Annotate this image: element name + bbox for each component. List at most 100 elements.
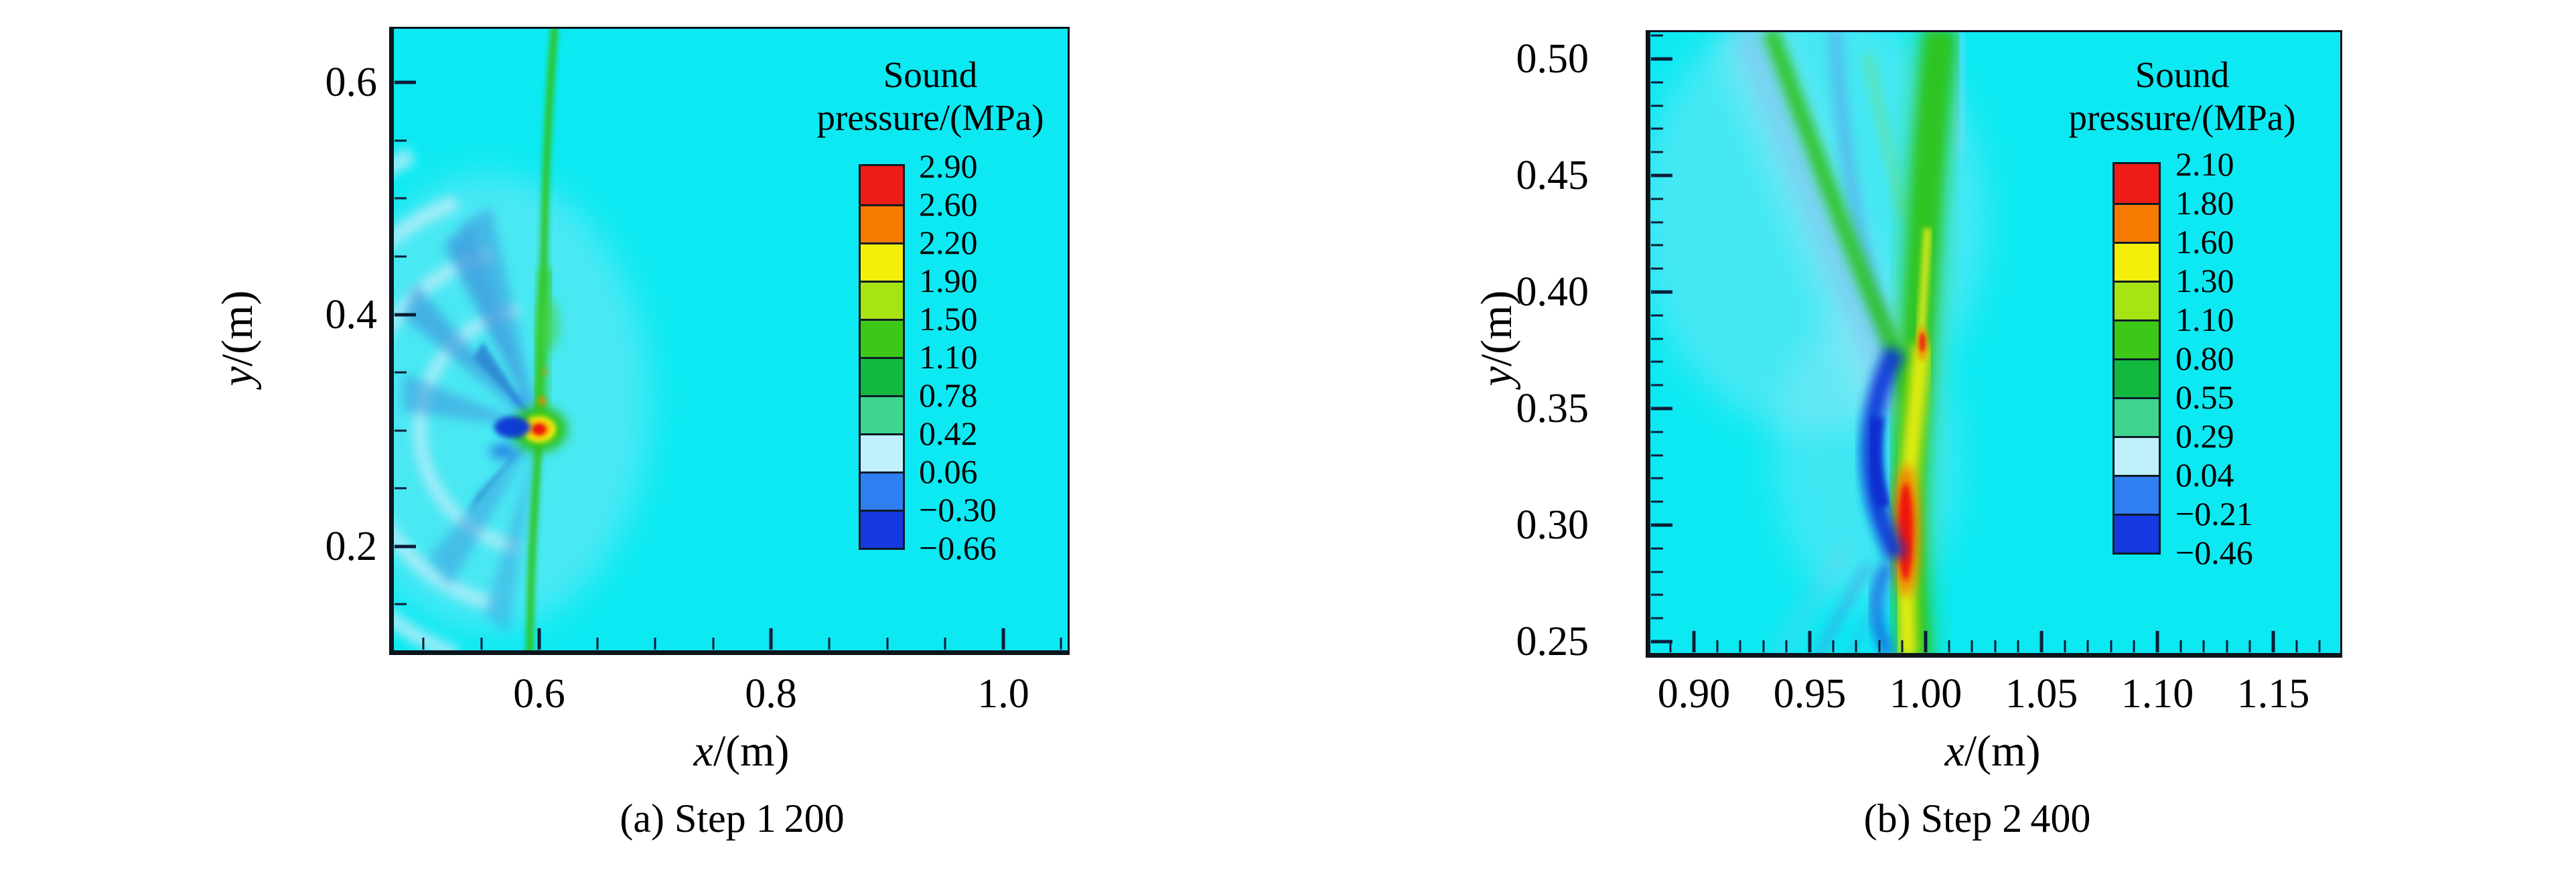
colorbar-tick-label: 1.50 — [919, 300, 978, 338]
y-tick-label: 0.30 — [1516, 502, 1589, 548]
colorbar-tick-label: 1.10 — [2175, 301, 2234, 338]
rarefaction-rays-core — [468, 342, 539, 514]
x-axis-label-b: x/(m) — [1859, 725, 2127, 778]
colorbar-tick-label: 0.55 — [2175, 378, 2234, 416]
colorbar-segment — [2115, 281, 2159, 319]
focal-spot — [1893, 465, 1919, 596]
x-tick-label: 1.05 — [2005, 671, 2078, 717]
colorbar-segment — [2115, 436, 2159, 475]
axis-left — [1646, 30, 1650, 658]
pressure-field-b — [1646, 30, 2342, 658]
y-tick-label: 0.40 — [1516, 269, 1589, 315]
colorbar-tick-label: 2.60 — [919, 186, 978, 223]
colorbar-segment — [2115, 164, 2159, 203]
colorbar-tick-label: 1.30 — [2175, 262, 2234, 299]
y-tick-label: 0.2 — [325, 524, 378, 569]
colorbar-segment — [2115, 319, 2159, 358]
colorbar-segment — [861, 166, 903, 204]
negative-pressure-lobe — [490, 393, 530, 459]
y-axis-letter-a: y — [213, 366, 262, 386]
y-tick-label: 0.25 — [1516, 619, 1589, 664]
x-axis-letter-b: x — [1944, 727, 1964, 776]
colorbar-tick-label: 1.90 — [919, 262, 978, 299]
faint-green-streak — [1864, 53, 1908, 218]
axis-right — [1068, 27, 1070, 655]
legend-title-line2-b: pressure/(MPa) — [2068, 97, 2296, 138]
colorbar-segment — [861, 395, 903, 433]
x-tick-label: 0.6 — [513, 671, 565, 717]
x-axis-label-a: x/(m) — [607, 725, 875, 778]
x-tick-label: 0.90 — [1657, 671, 1731, 717]
colorbar-tick-label: 0.06 — [919, 453, 978, 490]
lower-blue-arc — [1869, 561, 1895, 658]
x-tick-label: 1.00 — [1889, 671, 1962, 717]
axis-right — [2340, 30, 2342, 658]
caption-b: (b) Step 2 400 — [1863, 796, 2091, 841]
colorbar-tick-label: 0.42 — [919, 415, 978, 452]
orange-speck-2 — [542, 368, 547, 376]
x-tick-label: 1.0 — [977, 671, 1029, 717]
trailing-blue-streaks — [1771, 540, 1888, 658]
x-tick-label: 1.15 — [2236, 671, 2310, 717]
colorbar-segment — [861, 510, 903, 548]
y-tick-label: 0.50 — [1516, 36, 1589, 82]
colorbar-segment — [861, 357, 903, 395]
axis-bottom — [389, 650, 1070, 655]
colorbar-tick-label: 1.80 — [2175, 184, 2234, 222]
colorbar-tick-label: 0.04 — [2175, 456, 2234, 494]
caption-a: (a) Step 1 200 — [620, 796, 845, 841]
axis-top — [389, 27, 1070, 29]
colorbar-segment — [2115, 242, 2159, 281]
axis-top — [1646, 30, 2342, 32]
y-tick-label: 0.35 — [1516, 386, 1589, 431]
negative-crescent-core — [1868, 416, 1891, 510]
colorbar — [859, 164, 905, 550]
x-axis-unit-b: /(m) — [1964, 727, 2041, 776]
x-tick-label: 1.10 — [2121, 671, 2194, 717]
colorbar-tick-label: 0.80 — [2175, 340, 2234, 377]
x-axis-letter-a: x — [693, 727, 713, 776]
colorbar-tick-label: 2.90 — [919, 147, 978, 185]
pressure-field-a — [389, 27, 1070, 655]
orange-speck — [538, 396, 546, 408]
colorbar-segment — [861, 281, 903, 319]
legend-title-line1-a: Sound — [883, 54, 978, 95]
y-tick-label: 0.45 — [1516, 153, 1589, 198]
axis-left — [389, 27, 394, 655]
colorbar-segment — [2115, 358, 2159, 397]
colorbar-tick-label: −0.21 — [2175, 495, 2253, 532]
x-tick-label: 0.8 — [745, 671, 797, 717]
colorbar-segment — [861, 433, 903, 472]
colorbar — [2113, 162, 2161, 555]
green-blob — [538, 298, 559, 352]
legend-title-line2-a: pressure/(MPa) — [816, 97, 1044, 138]
colorbar-segment — [2115, 203, 2159, 242]
secondary-hot-spot — [1917, 326, 1928, 361]
colorbar-tick-label: 2.10 — [2175, 145, 2234, 183]
colorbar-tick-label: 1.60 — [2175, 223, 2234, 261]
colorbar-segment — [2115, 397, 2159, 436]
focal-spot — [511, 407, 567, 452]
colorbar-segment — [861, 242, 903, 281]
colorbar-tick-label: 0.29 — [2175, 417, 2234, 455]
x-tick-label: 0.95 — [1773, 671, 1847, 717]
colorbar-tick-label: 2.20 — [919, 224, 978, 261]
colorbar-tick-label: −0.46 — [2175, 534, 2253, 571]
y-axis-letter-b: y — [1472, 366, 1521, 386]
colorbar-segment — [861, 204, 903, 242]
legend-title-line1-b: Sound — [2135, 54, 2230, 95]
colorbar-tick-label: 1.10 — [919, 338, 978, 376]
colorbar-tick-label: −0.30 — [919, 491, 997, 528]
y-tick-label: 0.6 — [325, 60, 378, 105]
rarefaction-rays — [403, 206, 539, 634]
colorbar-segment — [861, 319, 903, 357]
colorbar-tick-label: −0.66 — [919, 529, 997, 567]
colorbar-segment — [2115, 514, 2159, 553]
x-axis-unit-a: /(m) — [713, 727, 790, 776]
colorbar-segment — [2115, 475, 2159, 514]
colorbar-tick-label: 0.78 — [919, 376, 978, 414]
axis-bottom — [1646, 653, 2342, 658]
colorbar-segment — [861, 472, 903, 510]
y-tick-label: 0.4 — [325, 292, 378, 338]
